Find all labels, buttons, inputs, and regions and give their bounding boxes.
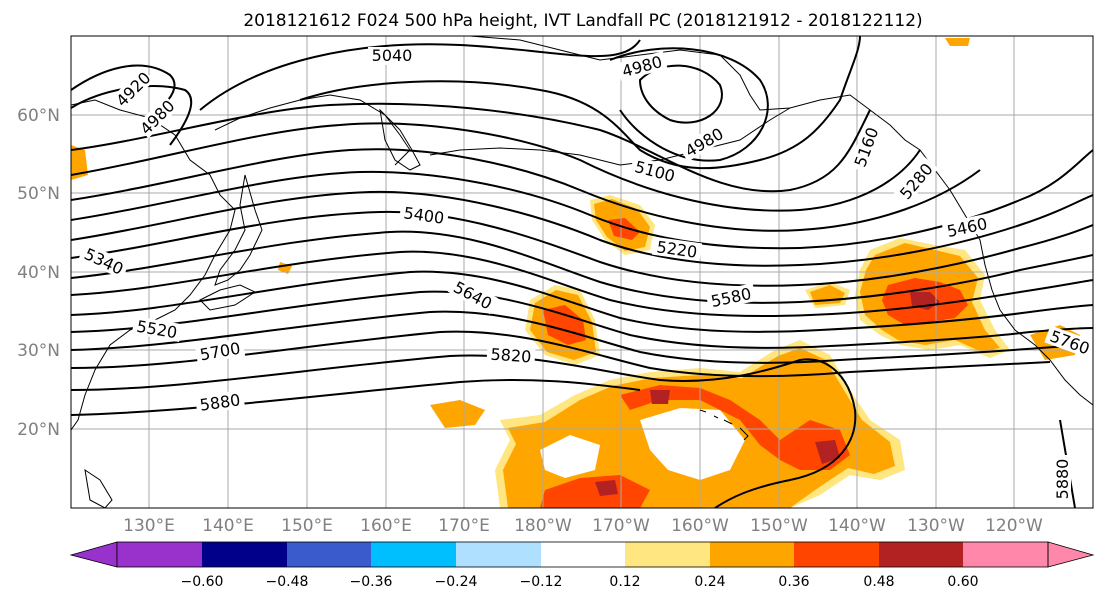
colorbar-segment bbox=[625, 542, 710, 567]
lon-tick-label: 120°W bbox=[985, 516, 1043, 536]
colorbar-segment bbox=[879, 542, 963, 567]
height-contours bbox=[71, 36, 1093, 508]
lat-tick-label: 30°N bbox=[17, 341, 60, 361]
colorbar-tick-label: 0.36 bbox=[778, 574, 809, 590]
colorbar-tick-label: 0.60 bbox=[947, 574, 978, 590]
lon-tick-label: 150°W bbox=[750, 516, 808, 536]
figure-title: 2018121612 F024 500 hPa height, IVT Land… bbox=[243, 11, 922, 31]
lon-tick-label: 160°E bbox=[360, 516, 412, 536]
lon-tick-label: 170°E bbox=[438, 516, 490, 536]
colorbar-segment bbox=[794, 542, 879, 567]
colorbar-segment bbox=[202, 542, 287, 567]
colorbar-tick-label: −0.48 bbox=[266, 574, 309, 590]
lon-tick-label: 160°W bbox=[671, 516, 729, 536]
colorbar-extend-max bbox=[1047, 541, 1095, 568]
lon-tick-label: 130°E bbox=[123, 516, 175, 536]
contour-label: 5880 bbox=[1053, 459, 1072, 500]
lon-tick-label: 140°E bbox=[202, 516, 254, 536]
contour-label: 5820 bbox=[490, 345, 532, 367]
latitude-labels: 60°N 50°N 40°N 30°N 20°N bbox=[17, 106, 60, 440]
colorbar-tick-label: 0.48 bbox=[863, 574, 894, 590]
lon-tick-label: 150°E bbox=[281, 516, 333, 536]
colorbar-tick-label: −0.24 bbox=[435, 574, 478, 590]
lat-tick-label: 60°N bbox=[17, 106, 60, 126]
lat-tick-label: 40°N bbox=[17, 263, 60, 283]
colorbar-tick-label: −0.36 bbox=[350, 574, 393, 590]
lat-tick-label: 20°N bbox=[17, 420, 60, 440]
colorbar-segment bbox=[963, 542, 1048, 567]
lon-tick-label: 170°W bbox=[592, 516, 650, 536]
colorbar-segment bbox=[456, 542, 541, 567]
longitude-labels: 130°E 140°E 150°E 160°E 170°E 180°W 170°… bbox=[123, 516, 1043, 536]
colorbar-segment bbox=[541, 542, 625, 567]
colorbar-segment bbox=[287, 542, 371, 567]
colorbar: −0.60 −0.48 −0.36 −0.24 −0.12 0.12 0.24 … bbox=[69, 541, 1095, 590]
lat-tick-label: 50°N bbox=[17, 184, 60, 204]
lon-tick-label: 180°W bbox=[514, 516, 572, 536]
colorbar-segment bbox=[117, 542, 202, 567]
colorbar-extend-min bbox=[69, 541, 118, 568]
map-border bbox=[70, 35, 1094, 509]
colorbar-tick-label: −0.60 bbox=[181, 574, 224, 590]
lon-tick-label: 130°W bbox=[907, 516, 965, 536]
colorbar-segment bbox=[710, 542, 794, 567]
colorbar-tick-label: −0.12 bbox=[520, 574, 563, 590]
colorbar-tick-label: 0.24 bbox=[694, 574, 725, 590]
lon-tick-label: 140°W bbox=[828, 516, 886, 536]
colorbar-tick-label: 0.12 bbox=[609, 574, 640, 590]
contour-label: 5040 bbox=[372, 46, 413, 65]
colorbar-segment bbox=[371, 542, 456, 567]
